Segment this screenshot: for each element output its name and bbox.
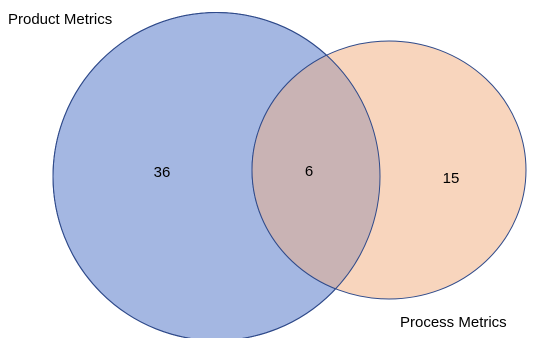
product-only-count: 36 (154, 164, 171, 181)
process-only-count: 15 (443, 170, 460, 187)
product-metrics-outline (52, 12, 381, 338)
overlap-count: 6 (305, 163, 313, 180)
overlap-region (251, 40, 380, 300)
process-metrics-label: Process Metrics (400, 314, 507, 331)
product-metrics-label: Product Metrics (8, 11, 112, 28)
